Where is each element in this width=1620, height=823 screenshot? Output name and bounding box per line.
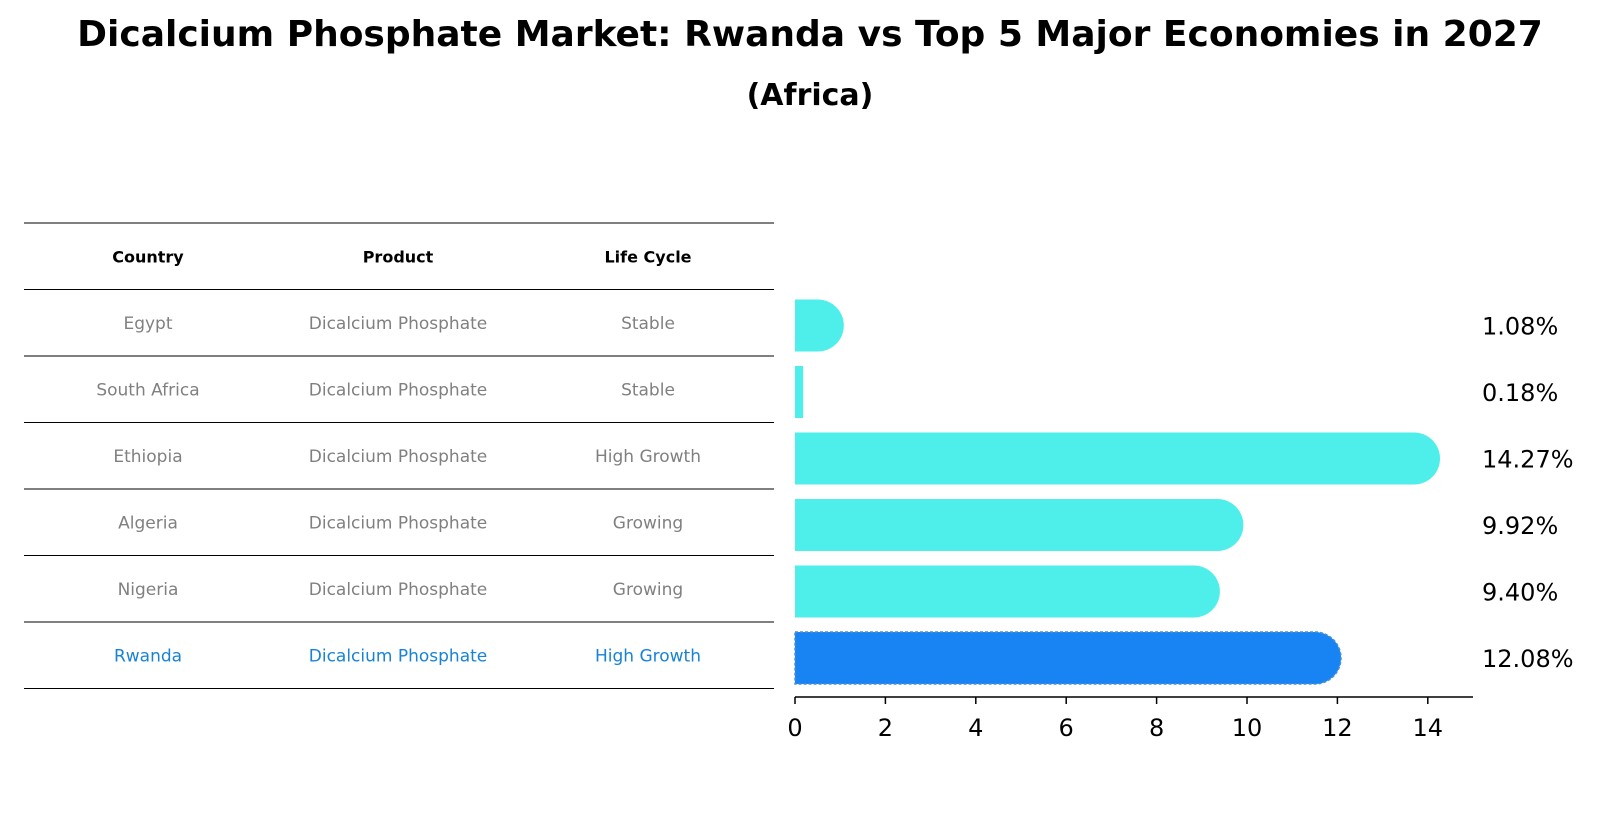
table-cell-product: Dicalcium Phosphate [309,513,488,533]
chart-subtitle: (Africa) [746,78,874,113]
data-label: 14.27% [1482,446,1574,474]
table-cell-product: Dicalcium Phosphate [309,646,488,666]
x-tick-label: 0 [787,714,802,742]
table-cell-life-cycle: Growing [613,580,683,600]
table-cell-product: Dicalcium Phosphate [309,447,488,467]
table-cell-country: Nigeria [118,580,179,600]
table-cell-country: South Africa [96,380,199,400]
bar-ethiopia [795,432,1441,485]
data-label: 0.18% [1482,379,1558,407]
table-header-life-cycle: Life Cycle [604,247,691,266]
bar-south-africa [795,366,804,418]
x-tick-label: 14 [1413,714,1444,742]
table-cell-product: Dicalcium Phosphate [309,314,488,334]
x-tick-label: 6 [1059,714,1074,742]
bar-nigeria [795,565,1220,618]
bar-algeria [795,499,1244,551]
x-tick-label: 8 [1149,714,1164,742]
x-tick-label: 4 [968,714,983,742]
table-header-country: Country [112,247,184,266]
data-label: 1.08% [1482,313,1558,341]
table-cell-product: Dicalcium Phosphate [309,580,488,600]
table-cell-product: Dicalcium Phosphate [309,380,488,400]
table-cell-life-cycle: High Growth [595,646,701,666]
x-tick-label: 10 [1232,714,1263,742]
data-label: 9.92% [1482,512,1558,540]
table-cell-country: Algeria [118,513,178,533]
bar-egypt [795,299,844,352]
x-tick-label: 12 [1322,714,1353,742]
x-tick-label: 2 [878,714,893,742]
bar-rwanda [794,631,1342,685]
table-cell-life-cycle: High Growth [595,447,701,467]
table-cell-life-cycle: Stable [621,314,675,334]
table-cell-country: Egypt [123,314,172,334]
data-label: 12.08% [1482,645,1574,673]
data-label: 9.40% [1482,579,1558,607]
table-cell-country: Ethiopia [113,447,182,467]
chart-title: Dicalcium Phosphate Market: Rwanda vs To… [77,14,1543,55]
table-cell-life-cycle: Growing [613,513,683,533]
table-header-product: Product [363,247,434,266]
table-cell-life-cycle: Stable [621,380,675,400]
table-cell-country: Rwanda [114,646,182,666]
